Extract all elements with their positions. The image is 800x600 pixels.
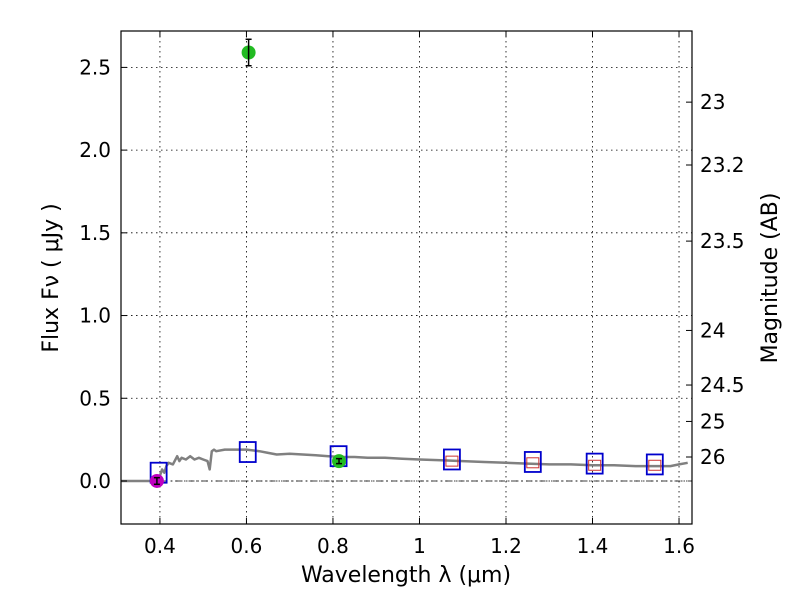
model-square bbox=[238, 441, 257, 463]
y-tick-label: 0.5 bbox=[79, 386, 111, 410]
x-tick-label: 0.8 bbox=[317, 534, 349, 558]
x-tick-label: 1.4 bbox=[577, 534, 609, 558]
right-axis-label: Magnitude (AB) bbox=[758, 193, 783, 364]
x-tick-label: 0.6 bbox=[231, 534, 263, 558]
right-tick-label: 25 bbox=[700, 409, 725, 433]
limit-square bbox=[445, 455, 459, 467]
plot-area bbox=[121, 38, 692, 488]
y-axis-label: Flux Fν ( μJy ) bbox=[39, 203, 64, 352]
y-tick-label: 0.0 bbox=[79, 469, 111, 493]
model-square bbox=[645, 453, 664, 476]
x-tick-label: 1.2 bbox=[490, 534, 522, 558]
sed-line bbox=[121, 448, 688, 483]
x-tick-label: 0.4 bbox=[144, 534, 176, 558]
right-tick-label: 23.5 bbox=[700, 229, 745, 253]
right-tick-label: 24 bbox=[700, 318, 725, 342]
right-tick-label: 26 bbox=[700, 445, 725, 469]
plot-frame bbox=[120, 30, 693, 525]
y-tick-label: 1.0 bbox=[79, 304, 111, 328]
y-tick-label: 1.5 bbox=[79, 221, 111, 245]
y-tick-label: 2.5 bbox=[79, 55, 111, 79]
model-square bbox=[523, 451, 542, 473]
right-tick-label: 24.5 bbox=[700, 373, 745, 397]
limit-square bbox=[648, 459, 662, 471]
limit-square bbox=[526, 457, 540, 469]
limit-square bbox=[588, 459, 602, 471]
right-tick-label: 23 bbox=[700, 90, 725, 114]
right-tick-label: 23.2 bbox=[700, 153, 745, 177]
x-tick-label: 1.6 bbox=[663, 534, 695, 558]
grid bbox=[121, 31, 692, 524]
model-square bbox=[443, 448, 461, 471]
model-square bbox=[585, 452, 604, 475]
x-axis-label: Wavelength λ (μm) bbox=[301, 563, 511, 588]
y-tick-label: 2.0 bbox=[79, 138, 111, 162]
x-tick-label: 1 bbox=[413, 534, 426, 558]
axis-ticks: 0.4 0.6 0.8 1 1.2 1.4 1.6 0.0 0.5 1.0 1.5 2.0 2.5 23 2… bbox=[79, 31, 745, 558]
